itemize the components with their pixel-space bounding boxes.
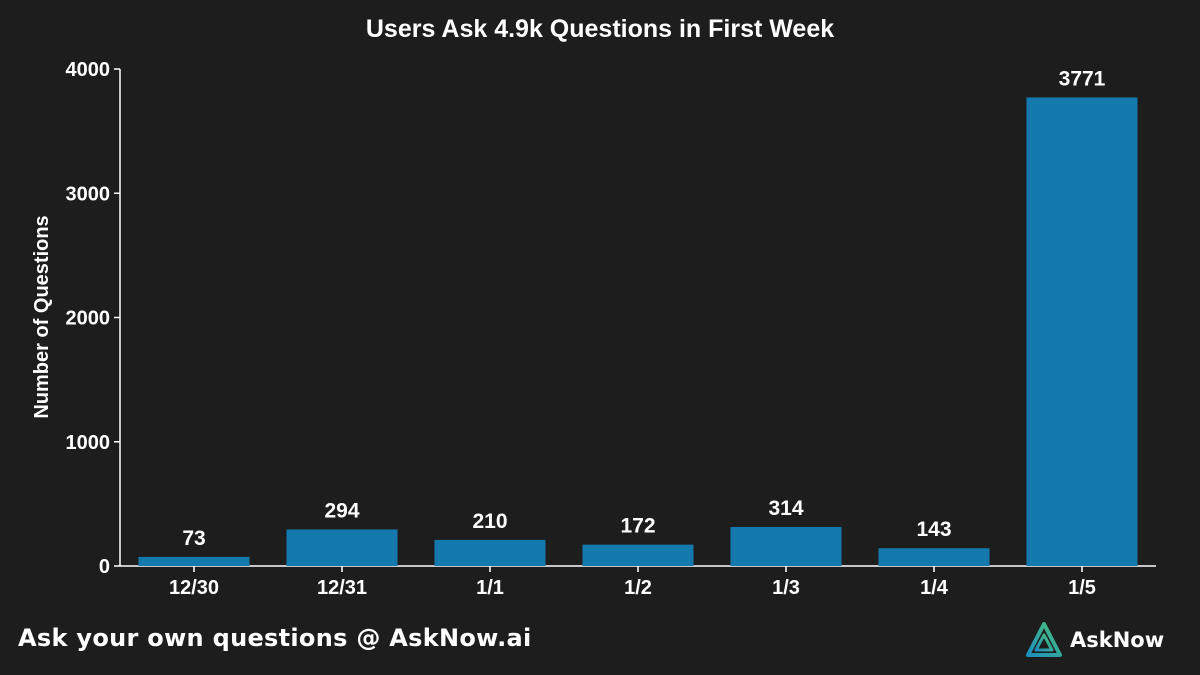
- footer-cta: Ask your own questions @ AskNow.ai: [18, 624, 532, 652]
- bar-1-2: [582, 544, 694, 566]
- bar-1-4: [878, 548, 990, 566]
- x-tick-label: 1/2: [624, 577, 652, 599]
- data-label: 73: [182, 527, 205, 550]
- y-tick-label: 4000: [66, 59, 111, 81]
- x-tick-label: 1/3: [772, 577, 800, 599]
- chart-title: Users Ask 4.9k Questions in First Week: [366, 15, 834, 43]
- data-label: 172: [620, 515, 655, 538]
- y-tick-label: 0: [99, 556, 110, 578]
- bar-12-30: [138, 556, 250, 566]
- asknow-logo-icon: [1026, 622, 1062, 657]
- data-label: 143: [916, 518, 951, 541]
- y-tick-label: 2000: [66, 308, 111, 330]
- bar-1-3: [730, 526, 842, 566]
- bar-1-1: [434, 539, 546, 566]
- data-label: 3771: [1059, 67, 1106, 90]
- brand: AskNow: [1026, 622, 1164, 658]
- bar-1-5: [1026, 97, 1138, 566]
- y-axis-label: Number of Questions: [31, 215, 53, 418]
- plot-area: 0 1000 2000 3000 4000 73 12/30 294 12/31 210 1/1 17…: [66, 59, 1156, 599]
- x-tick-label: 1/5: [1068, 577, 1096, 599]
- x-tick-label: 12/31: [317, 577, 367, 599]
- y-tick-label: 3000: [66, 183, 111, 205]
- x-tick-label: 1/4: [920, 577, 949, 599]
- brand-name: AskNow: [1070, 628, 1165, 652]
- bar-12-31: [286, 529, 398, 566]
- data-label: 314: [768, 497, 803, 520]
- y-tick-label: 1000: [66, 432, 111, 454]
- x-tick-label: 1/1: [476, 577, 504, 599]
- data-label: 294: [324, 499, 359, 522]
- data-label: 210: [472, 510, 507, 533]
- x-tick-label: 12/30: [169, 577, 219, 599]
